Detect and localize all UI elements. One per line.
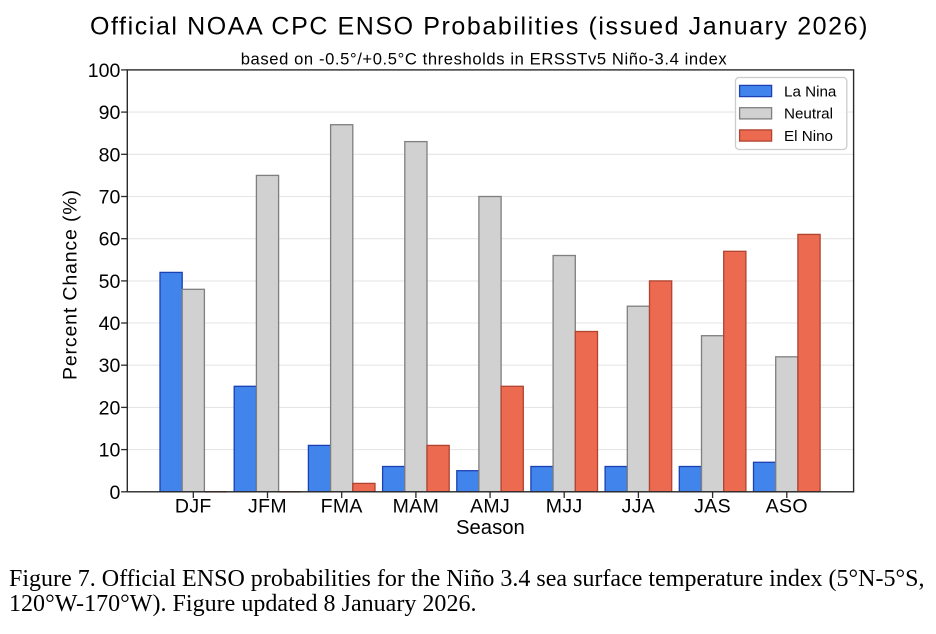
- svg-text:Figure 7. Official ENSO probab: Figure 7. Official ENSO probabilities fo…: [9, 566, 925, 592]
- svg-text:30: 30: [99, 355, 121, 377]
- svg-text:MAM: MAM: [393, 496, 440, 518]
- svg-text:10: 10: [99, 440, 121, 462]
- svg-text:DJF: DJF: [175, 496, 212, 518]
- svg-text:La Nina: La Nina: [784, 83, 837, 100]
- svg-text:50: 50: [99, 271, 121, 293]
- svg-text:90: 90: [99, 102, 121, 124]
- svg-text:Neutral: Neutral: [784, 106, 833, 123]
- svg-text:JAS: JAS: [694, 496, 731, 518]
- svg-text:ASO: ASO: [766, 496, 808, 518]
- svg-text:Percent Chance (%): Percent Chance (%): [60, 190, 82, 380]
- svg-text:El Nino: El Nino: [784, 128, 833, 145]
- svg-text:80: 80: [99, 144, 121, 166]
- svg-text:100: 100: [88, 60, 121, 82]
- svg-text:Official NOAA CPC ENSO Probabi: Official NOAA CPC ENSO Probabilities (is…: [90, 12, 867, 40]
- svg-text:120°W-170°W). Figure updated 8: 120°W-170°W). Figure updated 8 January 2…: [9, 591, 477, 617]
- svg-text:FMA: FMA: [321, 496, 363, 518]
- svg-text:70: 70: [99, 187, 121, 209]
- svg-text:JFM: JFM: [248, 496, 287, 518]
- svg-text:JJA: JJA: [622, 496, 656, 518]
- svg-text:40: 40: [99, 313, 121, 335]
- svg-text:MJJ: MJJ: [546, 496, 583, 518]
- svg-text:0: 0: [109, 482, 120, 504]
- svg-text:AMJ: AMJ: [470, 496, 510, 518]
- svg-text:60: 60: [99, 229, 121, 251]
- svg-text:based on -0.5°/+0.5°C threshol: based on -0.5°/+0.5°C thresholds in ERSS…: [241, 50, 728, 69]
- svg-text:Season: Season: [456, 517, 525, 539]
- svg-text:20: 20: [99, 397, 121, 419]
